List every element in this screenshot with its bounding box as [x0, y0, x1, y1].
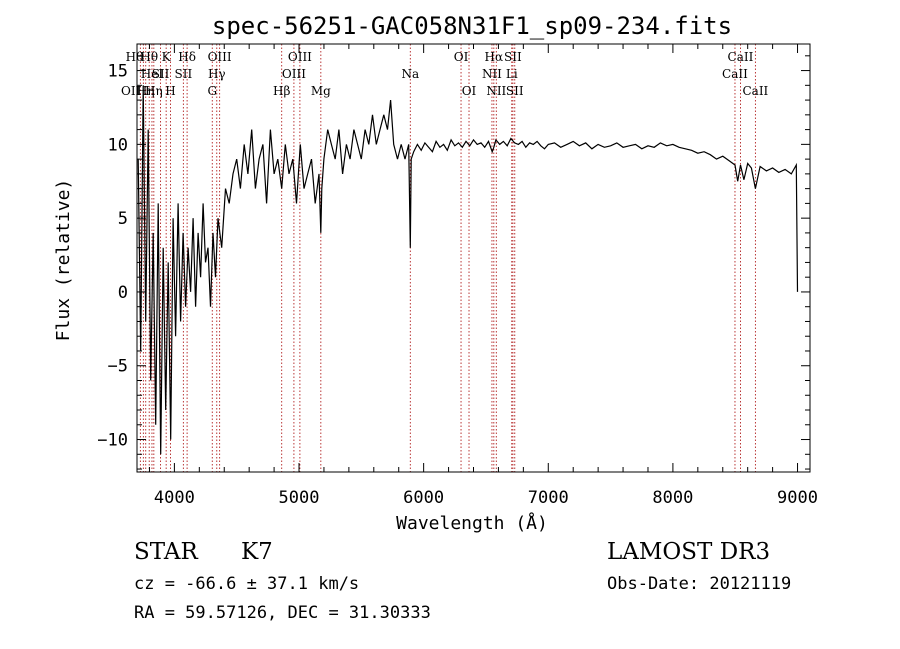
y-axis: −10 −5 0 5 10 15	[97, 55, 810, 470]
line-marker-label: Hδ	[178, 50, 196, 64]
line-marker-label: Hθ	[140, 50, 158, 64]
line-marker-label: NII	[482, 67, 502, 81]
y-tick-label: 15	[108, 62, 128, 82]
x-tick-label: 9000	[777, 488, 818, 508]
line-marker-label: SII	[506, 84, 524, 98]
line-marker-label: Li	[506, 67, 518, 81]
y-tick-label: 10	[108, 135, 128, 155]
emission-line-markers	[139, 44, 756, 472]
line-marker-label: Hθ	[126, 50, 144, 64]
plot-frame	[136, 43, 811, 473]
line-marker-label: OIII	[288, 50, 312, 64]
line-marker-label: SII	[152, 67, 170, 81]
y-axis-label: Flux (relative)	[53, 179, 74, 342]
y-tick-label: −5	[108, 357, 128, 377]
survey-name: LAMOST DR3	[607, 539, 771, 565]
line-marker-label: Hη	[145, 84, 163, 98]
x-tick-label: 6000	[403, 488, 444, 508]
x-axis-label: Wavelength (Å)	[396, 512, 548, 534]
x-tick-label: 4000	[154, 488, 195, 508]
x-tick-label: 5000	[279, 488, 320, 508]
line-marker-label: OI	[462, 84, 477, 98]
coordinates: RA = 59.57126, DEC = 31.30333	[134, 603, 431, 623]
line-marker-label: Mg	[311, 84, 331, 98]
line-marker-label: Hα	[485, 50, 504, 64]
line-marker-label: K	[162, 50, 172, 64]
line-marker-label: OIII	[282, 67, 306, 81]
line-marker-label: CaII	[722, 67, 748, 81]
line-marker-label: NII	[486, 84, 506, 98]
x-tick-label: 8000	[652, 488, 693, 508]
y-tick-label: 0	[118, 283, 128, 303]
line-marker-label: SII	[175, 67, 193, 81]
line-marker-label: OIII	[208, 50, 232, 64]
spectrum-line	[137, 85, 799, 455]
line-marker-label: Hβ	[273, 84, 290, 98]
observation-date: Obs-Date: 20121119	[607, 574, 792, 594]
x-tick-label: 7000	[528, 488, 569, 508]
spectral-subclass: K7	[241, 539, 273, 565]
emission-line-labels: OIIHθHηHθHeIHηSIIKHHδSIIGHγOIIIHβOIIIOII…	[121, 50, 769, 98]
line-marker-label: OI	[454, 50, 469, 64]
line-marker-label: Hγ	[208, 67, 226, 81]
line-marker-label: H	[165, 84, 175, 98]
y-tick-label: −10	[97, 431, 128, 451]
line-marker-label: CaII	[728, 50, 754, 64]
line-marker-label: OII	[121, 84, 141, 98]
line-marker-label: SII	[504, 50, 522, 64]
x-axis: 4000 5000 6000 7000 8000 9000	[148, 44, 818, 508]
line-marker-label: Na	[401, 67, 419, 81]
line-marker-label: HeI	[141, 67, 164, 81]
redshift-readout: cz = -66.6 ± 37.1 km/s	[134, 574, 360, 594]
chart-title: spec-56251-GAC058N31F1_sp09-234.fits	[212, 12, 732, 40]
line-marker-label: G	[207, 84, 217, 98]
spectrum-chart: spec-56251-GAC058N31F1_sp09-234.fits OII…	[53, 12, 818, 534]
line-marker-label: Hη	[137, 84, 155, 98]
object-class: STAR	[134, 539, 198, 565]
y-tick-label: 5	[118, 209, 128, 229]
line-marker-label: CaII	[742, 84, 768, 98]
